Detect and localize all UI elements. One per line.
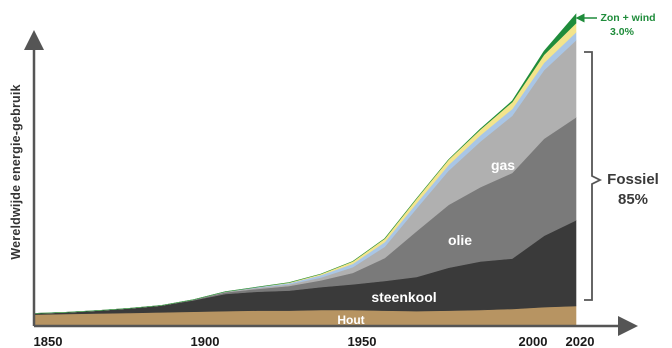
tick-label-1850: 1850	[34, 334, 63, 348]
zon-wind-label: Zon + wind	[600, 12, 655, 24]
series-label-gas: gas	[491, 157, 515, 173]
zon-wind-percent: 3.0%	[610, 26, 635, 38]
areas-layer	[33, 13, 577, 327]
tick-label-2020: 2020	[566, 334, 595, 348]
x-tick-labels: 1850 1900 1950 2000 2020	[34, 334, 595, 348]
series-label-hout: Hout	[337, 313, 364, 327]
y-axis-label: Wereldwijde energie-gebruik	[9, 84, 23, 259]
series-label-steenkool: steenkool	[371, 289, 436, 305]
fossiel-bracket	[584, 51, 603, 301]
tick-label-1900: 1900	[191, 334, 220, 348]
fossiel-percent: 85%	[618, 191, 648, 208]
tick-label-1950: 1950	[348, 334, 377, 348]
fossiel-label: Fossiel	[607, 171, 659, 188]
series-label-olie: olie	[448, 232, 472, 248]
tick-label-2000: 2000	[519, 334, 548, 348]
